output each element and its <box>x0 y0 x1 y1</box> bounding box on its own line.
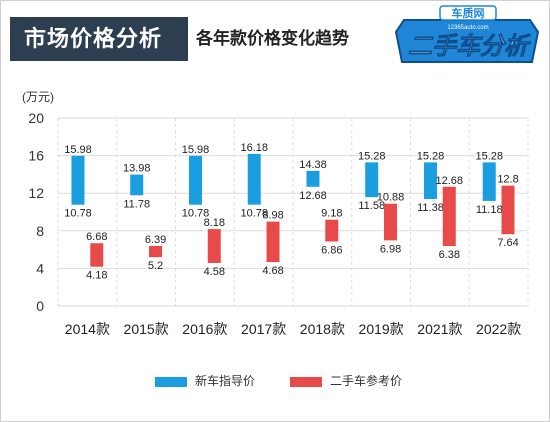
x-tick-label: 2019款 <box>359 321 404 337</box>
data-label-low: 4.58 <box>204 266 225 278</box>
legend-label-new-car: 新车指导价 <box>195 374 256 388</box>
bar-used-car <box>442 186 456 247</box>
data-label-low: 12.68 <box>299 190 327 202</box>
data-label-high: 15.28 <box>358 150 386 162</box>
data-label-low: 5.2 <box>148 260 163 272</box>
bar-new-car <box>482 162 496 201</box>
bar-used-car <box>501 185 515 235</box>
logo-text: 二手车分析 <box>408 33 531 60</box>
used-car-analysis-logo: 车质网 12365auto.com 二手车分析 <box>394 5 540 63</box>
y-tick-label: 12 <box>28 185 44 201</box>
bar-used-car <box>384 203 398 241</box>
data-label-high: 6.68 <box>86 231 107 243</box>
title-tab-decoration <box>180 17 188 61</box>
data-label-low: 4.68 <box>262 265 283 277</box>
legend-swatch-used-car <box>290 376 322 387</box>
y-tick-label: 20 <box>28 110 44 126</box>
legend-item-used-car: 二手车参考价 <box>290 372 402 388</box>
data-label-low: 11.38 <box>417 202 444 214</box>
data-label-low: 6.86 <box>321 245 342 257</box>
data-label-high: 15.98 <box>64 144 92 156</box>
data-label-high: 12.68 <box>436 175 464 187</box>
data-label-high: 12.8 <box>497 174 518 186</box>
data-label-low: 6.98 <box>380 243 401 255</box>
data-label-low: 7.64 <box>497 237 518 249</box>
y-axis-unit: (万元) <box>22 90 54 104</box>
bar-new-car <box>188 155 202 205</box>
data-label-low: 6.38 <box>439 249 460 261</box>
legend-item-new-car: 新车指导价 <box>155 372 255 388</box>
bar-new-car <box>71 155 85 205</box>
logo-site-tag <box>439 5 497 21</box>
bar-new-car <box>365 162 379 198</box>
data-label-high: 13.98 <box>123 163 151 175</box>
bar-used-car <box>90 243 104 267</box>
x-tick-label: 2014款 <box>65 321 110 337</box>
data-label-low: 4.18 <box>86 270 107 282</box>
data-label-high: 9.18 <box>321 208 342 220</box>
data-label-low: 10.78 <box>64 208 92 220</box>
page-title: 市场价格分析 <box>10 17 180 61</box>
y-tick-label: 16 <box>28 148 44 164</box>
bar-new-car <box>423 162 437 200</box>
data-label-high: 15.28 <box>475 150 503 162</box>
data-label-high: 6.39 <box>145 234 166 246</box>
y-tick-label: 8 <box>36 223 44 239</box>
header: 市场价格分析 各年款价格变化趋势 车质网 12365auto.com 二手车分析 <box>0 0 550 72</box>
bar-used-car <box>325 219 339 242</box>
y-tick-label: 0 <box>36 298 44 314</box>
legend-label-used-car: 二手车参考价 <box>330 374 403 388</box>
x-tick-label: 2016款 <box>182 321 227 337</box>
data-label-high: 8.18 <box>204 217 225 229</box>
data-label-high: 10.88 <box>377 192 405 204</box>
y-tick-label: 4 <box>36 260 44 276</box>
data-label-high: 8.98 <box>262 210 283 222</box>
data-label-low: 10.78 <box>182 208 210 220</box>
data-label-low: 11.58 <box>358 200 385 212</box>
logo-site-name: 车质网 <box>452 6 485 20</box>
logo-domain: 12365auto.com <box>447 25 488 31</box>
logo-badge-shape <box>394 19 540 63</box>
x-tick-label: 2017款 <box>241 321 286 337</box>
x-tick-label: 2015款 <box>124 321 169 337</box>
data-label-high: 14.38 <box>299 159 327 171</box>
data-label-low: 10.78 <box>240 208 268 220</box>
x-tick-label: 2018款 <box>300 321 345 337</box>
bar-used-car <box>266 221 280 263</box>
bar-used-car <box>149 245 163 258</box>
data-label-low: 11.78 <box>123 198 150 210</box>
bar-new-car <box>130 174 144 196</box>
bar-new-car <box>247 153 261 205</box>
bar-used-car <box>207 229 221 263</box>
x-tick-label: 2022款 <box>476 321 521 337</box>
legend-swatch-new-car <box>155 376 187 387</box>
data-label-high: 15.28 <box>417 150 445 162</box>
data-label-low: 11.18 <box>476 204 503 216</box>
page-subtitle: 各年款价格变化趋势 <box>196 29 349 48</box>
x-tick-label: 2021款 <box>417 321 462 337</box>
data-label-high: 16.18 <box>240 142 268 154</box>
bar-new-car <box>306 170 320 187</box>
data-label-high: 15.98 <box>182 144 210 156</box>
